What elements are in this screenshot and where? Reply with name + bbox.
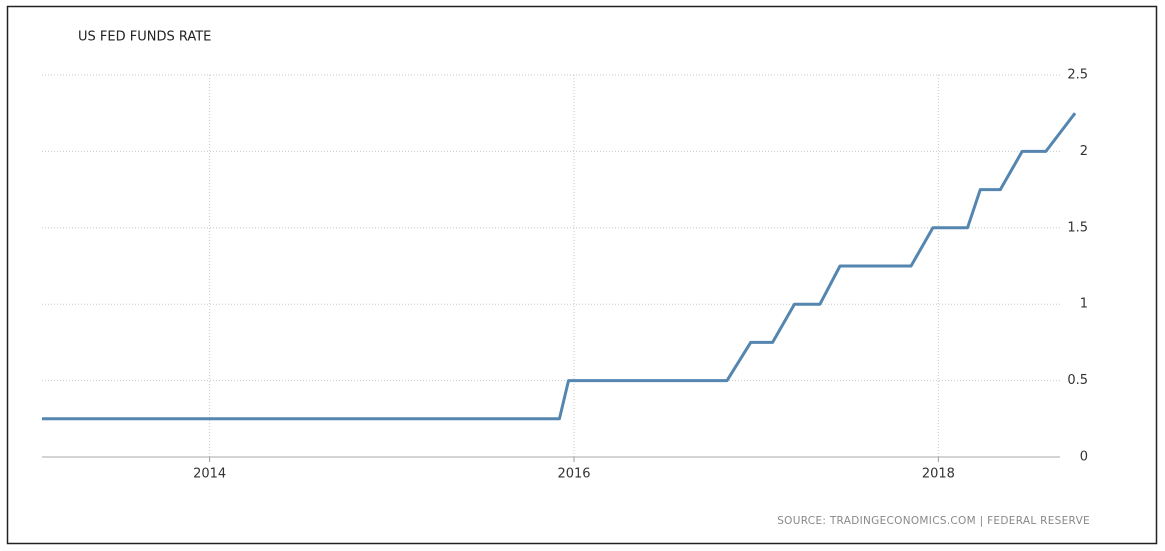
frame [6,5,1158,545]
x-tick-label: 2014 [193,467,226,482]
y-tick-label: 1.5 [1067,220,1088,235]
line-series [42,112,1077,421]
chart-title: US FED FUNDS RATE [78,30,211,45]
y-tick-label: 2 [1080,144,1088,159]
x-tick-label: 2018 [922,467,955,482]
x-tick-label: 2016 [557,467,590,482]
source: SOURCE: TRADINGECONOMICS.COM | FEDERAL R… [777,515,1090,527]
y-tick-label: 2.5 [1067,68,1088,83]
y-tick-label: 1 [1080,297,1088,312]
y-tick-label: 0.5 [1067,373,1088,388]
y-tick-label: 0 [1080,450,1088,465]
